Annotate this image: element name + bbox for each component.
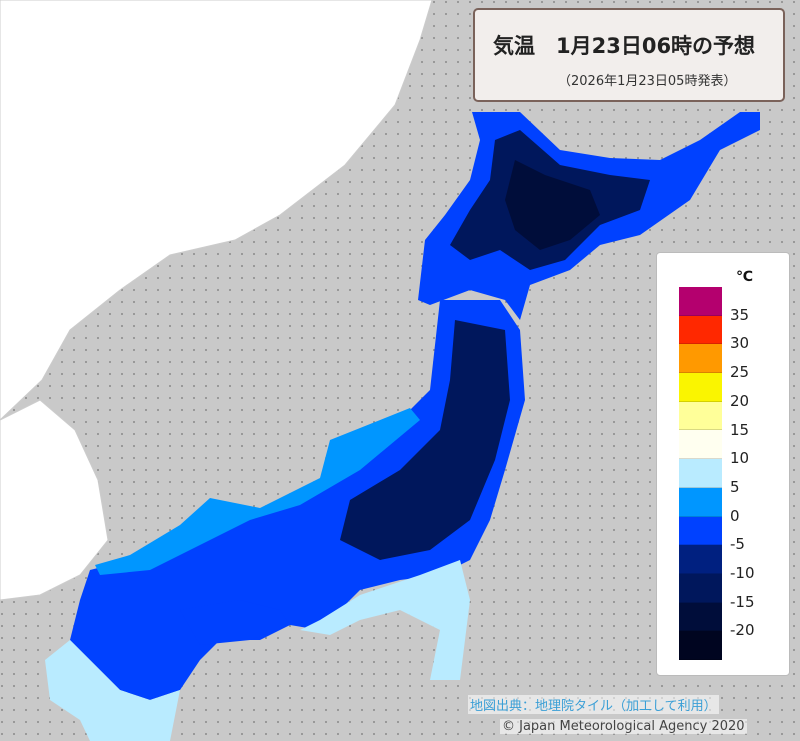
legend-swatch	[679, 631, 722, 660]
legend-tick: 35	[730, 305, 750, 324]
legend-swatch	[679, 573, 722, 603]
kii-southcoast-mild	[300, 560, 470, 680]
legend-tick: 0	[730, 506, 740, 525]
legend-tick: -10	[730, 564, 755, 582]
legend-swatch	[679, 487, 722, 517]
issued-time: （2026年1月23日05時発表）	[558, 74, 737, 89]
legend-tick: -5	[730, 535, 745, 554]
legend-swatch	[679, 430, 722, 460]
legend-swatch	[679, 602, 722, 632]
legend-swatch	[679, 287, 722, 316]
shikoku-cold	[180, 600, 290, 645]
kyushu-southcoast	[45, 640, 180, 741]
legend-swatch	[679, 315, 722, 345]
temperature-legend: ℃ 35 30 25 20 15 10 5 0 -5 -10 -15 -20	[656, 252, 790, 676]
legend-color-bar	[679, 287, 722, 660]
map-title: 気温 1月23日06時の予想	[493, 34, 756, 58]
korea-peninsula	[0, 399, 109, 601]
legend-tick: 10	[730, 449, 750, 468]
legend-tick: 30	[730, 334, 750, 353]
title-box: 気温 1月23日06時の予想 （2026年1月23日05時発表）	[473, 8, 785, 102]
hokkaido-coldest	[505, 160, 600, 250]
legend-tick: 20	[730, 391, 750, 410]
legend-tick: -20	[730, 621, 755, 640]
legend-swatch	[679, 344, 722, 374]
legend-swatch	[679, 401, 722, 431]
legend-tick: 25	[730, 363, 750, 382]
map-source-credit[interactable]: 地図出典：地理院タイル（加工して利用）	[468, 695, 719, 714]
legend-tick: 15	[730, 420, 750, 439]
legend-tick: -15	[730, 592, 755, 611]
honshu-coast-mild	[95, 408, 420, 575]
legend-unit: ℃	[736, 269, 753, 285]
copyright: © Japan Meteorological Agency 2020	[500, 719, 747, 734]
legend-swatch	[679, 373, 722, 402]
legend-tick: 5	[730, 477, 740, 496]
legend-swatch	[679, 459, 722, 488]
legend-swatch	[679, 545, 722, 574]
continent-land	[0, 0, 433, 421]
honshu-cold-core	[340, 320, 510, 560]
legend-swatch	[679, 516, 722, 546]
